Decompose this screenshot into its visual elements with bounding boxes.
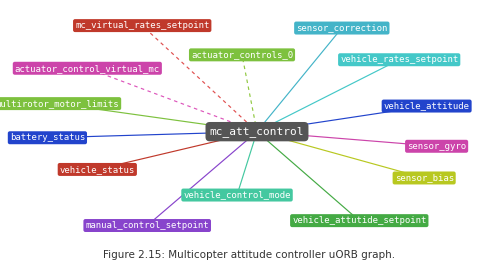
Text: manual_control_setpoint: manual_control_setpoint: [85, 221, 209, 230]
Text: vehicle_rates_setpoint: vehicle_rates_setpoint: [340, 55, 458, 64]
Text: sensor_correction: sensor_correction: [296, 24, 388, 33]
Text: actuator_control_virtual_mc: actuator_control_virtual_mc: [15, 64, 160, 73]
Text: mc_att_control: mc_att_control: [210, 126, 304, 137]
Text: actuator_controls_0: actuator_controls_0: [191, 50, 293, 59]
Text: multirotor_motor_limits: multirotor_motor_limits: [0, 99, 119, 108]
Text: vehicle_status: vehicle_status: [60, 165, 135, 174]
Text: vehicle_attitude: vehicle_attitude: [384, 101, 470, 111]
Text: vehicle_control_mode: vehicle_control_mode: [183, 191, 291, 200]
Text: battery_status: battery_status: [10, 133, 85, 142]
Text: sensor_bias: sensor_bias: [395, 174, 454, 183]
Text: vehicle_attutide_setpoint: vehicle_attutide_setpoint: [292, 216, 427, 225]
Text: mc_virtual_rates_setpoint: mc_virtual_rates_setpoint: [75, 21, 210, 30]
Text: sensor_gyro: sensor_gyro: [407, 142, 466, 151]
Text: Figure 2.15: Multicopter attitude controller uORB graph.: Figure 2.15: Multicopter attitude contro…: [103, 250, 396, 260]
